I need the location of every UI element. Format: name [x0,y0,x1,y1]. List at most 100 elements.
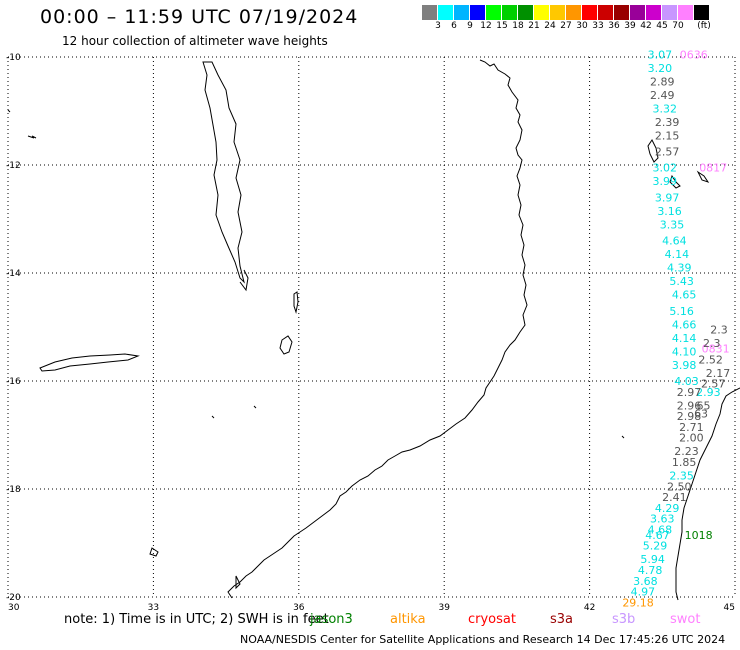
lat-tick-label: -12 [6,161,21,171]
colorbar-unit: (ft) [697,21,711,31]
observation-label: 3.20 [648,62,673,75]
observation-label: 4.64 [662,235,687,248]
observation-label: 2.00 [679,432,704,445]
footer-credit: NOAA/NESDIS Center for Satellite Applica… [240,633,726,646]
small-lake-2 [293,291,299,314]
colorbar-swatch [502,5,518,20]
lon-tick-label: 30 [8,603,20,613]
lake-malawi-south [239,269,249,292]
colorbar-swatch [470,5,486,20]
page-title: 00:00 – 11:59 UTC 07/19/2024 [40,6,359,28]
observation-label: 3.35 [660,218,685,231]
colorbar-swatch [662,5,678,20]
colorbar-swatch [422,5,438,20]
colorbar-swatch [678,5,694,20]
legend-item-s3a: s3a [550,612,574,627]
observation-label: 4.97 [631,586,656,599]
colorbar-swatch [438,5,454,20]
observation-label: 3.07 [648,48,673,61]
observation-label: 2.89 [650,75,675,88]
observation-label: 4.66 [672,318,697,331]
legend-item-s3b: s3b [612,612,636,627]
colorbar-label: 45 [656,21,668,31]
observation-label: 4.14 [672,332,697,345]
colorbar-label: 9 [467,21,473,31]
observation-label: 2.23 [674,445,699,458]
observation-label: 3.02 [652,162,677,175]
observation-label: 2.15 [655,129,680,142]
observation-label: 2.52 [698,353,723,366]
observation-label: 2.57 [701,378,726,391]
observation-label: 5.94 [640,553,665,566]
observation-label: 3.32 [652,102,677,115]
colorbar-label: 21 [528,21,540,31]
lat-tick-label: -14 [6,269,21,279]
observation-label: 2.50 [667,480,692,493]
colorbar-swatch [566,5,582,20]
colorbar [422,5,710,20]
observation-label: 2.3 [703,337,721,350]
comoros-island-2 [669,174,681,189]
colorbar-label: 27 [560,21,572,31]
colorbar-label: 36 [608,21,620,31]
colorbar-swatch [614,5,630,20]
colorbar-label: 18 [512,21,524,31]
observation-label: 4.03 [674,375,699,388]
small-dot-2 [253,405,257,409]
colorbar-swatch [694,5,710,20]
lat-tick-label: -16 [6,377,21,387]
coastline [7,59,740,601]
lake-malawi [202,61,245,284]
colorbar-swatch [550,5,566,20]
observation-label: 0636 [680,48,708,61]
lat-tick-label: -10 [6,53,21,63]
colorbar-label: 33 [592,21,604,31]
observation-label: 3.68 [633,575,658,588]
colorbar-swatch [598,5,614,20]
colorbar-label: 70 [672,21,684,31]
axis-ticks: 30 33 36 39 42 45 -10 -12 -14 -16 -18 -20 [6,53,735,613]
small-lake-4 [235,575,241,590]
colorbar-label: 30 [576,21,588,31]
lon-tick-label: 36 [293,603,305,613]
observation-label: 29.18 [622,596,654,609]
colorbar-swatch [582,5,598,20]
observation-label: 0831 [702,343,730,356]
observation-label: 3.16 [657,205,682,218]
observation-label: 2.41 [662,491,687,504]
observation-label: 2.71 [679,421,704,434]
lon-tick-label: 42 [584,603,595,613]
observation-label: 2.97 [677,386,702,399]
lon-tick-label: 45 [724,603,735,613]
comoros-island-3 [696,170,710,183]
observation-label: 2.93 [696,386,721,399]
observation-label: 2.96 [677,399,702,412]
colorbar-label: 15 [496,21,508,31]
map-grid [7,56,736,598]
colorbar-swatch [454,5,470,20]
colorbar-swatch [630,5,646,20]
observation-label: 4.10 [672,345,697,358]
observation-label: 5.16 [669,305,694,318]
observation-label: 3.98 [672,359,697,372]
lat-tick-label: -18 [6,485,21,495]
observation-label: 4.14 [665,248,690,261]
colorbar-swatch [518,5,534,20]
observation-label: 3.63 [650,513,675,526]
observation-label: 5.43 [669,275,694,288]
observations: 3.07 0636 3.202.892.493.322.392.15 2.57 3.02… [622,48,730,609]
observation-label: 3.99 [652,175,677,188]
legend-item-cryosat: cryosat [468,612,516,627]
small-dot-4 [621,435,625,439]
page-subtitle: 12 hour collection of altimeter wave hei… [62,34,328,48]
note-text: note: 1) Time is in UTC; 2) SWH is in fe… [64,612,329,627]
observation-label: 4.29 [655,502,680,515]
colorbar-swatch [646,5,662,20]
small-dot-5 [7,109,11,113]
observation-label: 1018 [685,529,713,542]
colorbar-label: 6 [451,21,457,31]
colorbar-label: 39 [624,21,636,31]
small-dot-1 [27,135,37,139]
legend-item-swot: swot [670,612,701,627]
lon-tick-label: 39 [438,603,450,613]
